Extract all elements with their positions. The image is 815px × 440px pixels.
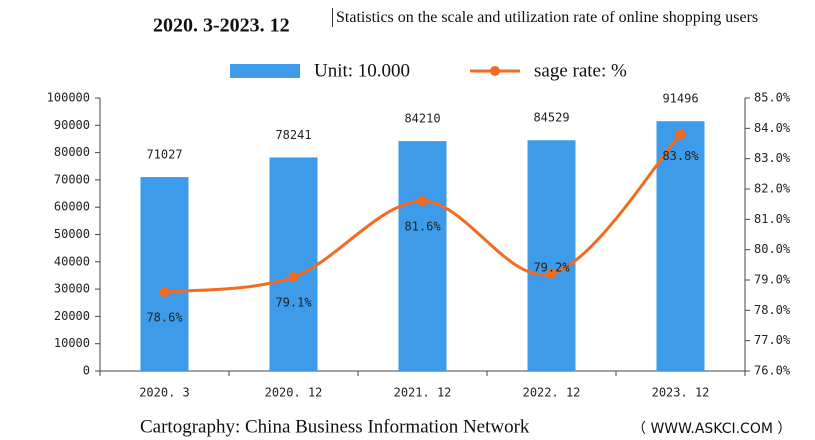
legend-label: Unit: 10.000 xyxy=(314,60,410,81)
y-tick-label: 10000 xyxy=(54,336,90,350)
y2-tick-label: 82.0% xyxy=(754,182,791,196)
bar-value-label: 78241 xyxy=(275,128,311,142)
source: Cartography: China Business Information … xyxy=(140,416,530,437)
line-marker xyxy=(675,129,686,140)
bar xyxy=(656,121,705,372)
y-tick-label: 50000 xyxy=(54,227,90,241)
y2-tick-label: 78.0% xyxy=(754,303,791,317)
bar xyxy=(398,141,447,371)
y2-tick-label: 80.0% xyxy=(754,242,791,256)
y2-tick-label: 77.0% xyxy=(754,333,791,347)
bar-value-label: 91496 xyxy=(662,92,698,106)
line-marker xyxy=(417,196,428,207)
chart-subtitle: Statistics on the scale and utilization … xyxy=(332,8,766,27)
website: （ WWW.ASKCI.COM ） xyxy=(632,421,791,437)
bar xyxy=(269,157,318,371)
y2-tick-label: 76.0% xyxy=(754,364,791,378)
y2-tick-label: 79.0% xyxy=(754,273,791,287)
x-tick-label: 2022. 12 xyxy=(523,386,581,400)
line-marker xyxy=(288,271,299,282)
y2-tick-label: 85.0% xyxy=(754,91,791,105)
y-tick-label: 60000 xyxy=(54,200,90,214)
line-marker xyxy=(159,287,170,298)
y-tick-label: 80000 xyxy=(54,145,90,159)
y-tick-label: 40000 xyxy=(54,254,90,268)
y2-tick-label: 83.0% xyxy=(754,151,791,165)
y-tick-label: 0 xyxy=(83,364,90,378)
line-value-label: 81.6% xyxy=(404,220,441,234)
y2-tick-label: 81.0% xyxy=(754,212,791,226)
y-tick-label: 90000 xyxy=(54,118,90,132)
bar-value-label: 71027 xyxy=(146,148,182,162)
x-tick-label: 2023. 12 xyxy=(652,386,710,400)
line-marker xyxy=(546,268,557,279)
y2-tick-label: 84.0% xyxy=(754,121,791,135)
bar xyxy=(527,140,576,371)
line-value-label: 83.8% xyxy=(662,149,699,163)
chart-title: 2020. 3-2023. 12 xyxy=(153,15,290,37)
bar-value-label: 84210 xyxy=(404,112,440,126)
line-value-label: 79.1% xyxy=(275,295,312,309)
line-value-label: 78.6% xyxy=(146,311,183,325)
legend-swatch xyxy=(230,64,300,78)
bar xyxy=(140,177,189,371)
x-tick-label: 2020. 3 xyxy=(139,386,190,400)
line xyxy=(164,133,682,294)
y-tick-label: 70000 xyxy=(54,172,90,186)
y-tick-label: 30000 xyxy=(54,282,90,296)
y-tick-label: 100000 xyxy=(47,91,90,105)
legend-marker xyxy=(490,66,500,76)
bar-value-label: 84529 xyxy=(533,111,569,125)
legend-label: sage rate: % xyxy=(534,60,627,81)
y-tick-label: 20000 xyxy=(54,309,90,323)
line-value-label: 79.2% xyxy=(533,260,570,274)
x-tick-label: 2020. 12 xyxy=(265,386,323,400)
x-tick-label: 2021. 12 xyxy=(394,386,452,400)
